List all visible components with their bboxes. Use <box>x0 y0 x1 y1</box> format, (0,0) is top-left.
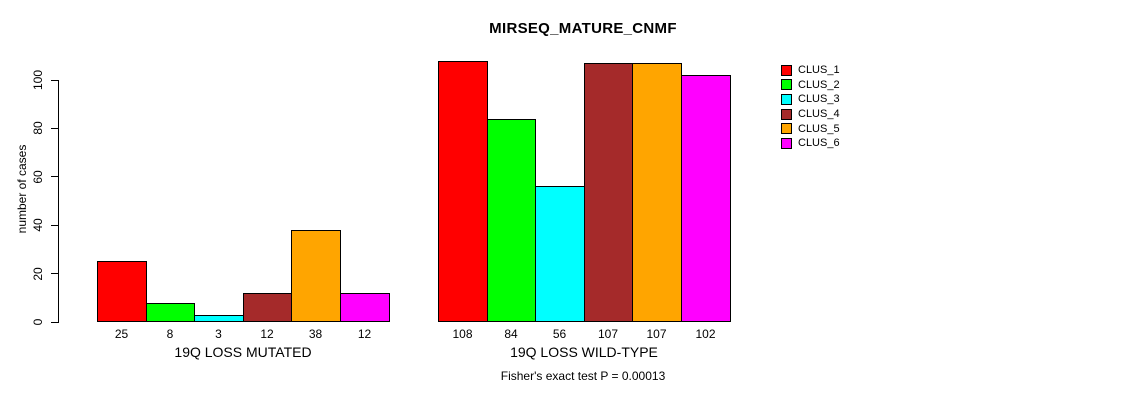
bar-clus_5 <box>291 230 341 322</box>
legend-swatch-clus_2 <box>781 79 792 91</box>
bar-clus_6 <box>681 75 731 322</box>
bar-value-label: 25 <box>114 327 129 341</box>
bar-value-label: 38 <box>308 327 323 341</box>
bar-clus_4 <box>243 293 292 322</box>
bar-value-label: 107 <box>646 327 667 341</box>
legend-item: CLUS_3 <box>781 92 840 107</box>
bar-value-label: 107 <box>597 327 619 341</box>
bar-clus_2 <box>487 119 536 322</box>
legend-item: CLUS_2 <box>781 78 840 93</box>
bar-value-label: 12 <box>357 327 372 341</box>
y-tick-mark <box>51 127 58 129</box>
legend-label: CLUS_4 <box>798 108 840 121</box>
y-axis-line <box>58 80 59 323</box>
legend-swatch-clus_4 <box>781 108 792 120</box>
chart-title: MIRSEQ_MATURE_CNMF <box>489 20 677 37</box>
bar-clus_6 <box>340 293 390 322</box>
y-axis-title: number of cases <box>15 144 29 234</box>
bar-clus_3 <box>194 315 244 322</box>
legend-item: CLUS_4 <box>781 107 840 122</box>
y-tick-mark <box>51 321 58 323</box>
legend-item: CLUS_1 <box>781 63 840 78</box>
bar-value-label: 12 <box>260 327 274 341</box>
y-tick-label: 80 <box>31 121 45 136</box>
y-tick-mark <box>51 79 58 81</box>
bar-clus_2 <box>146 303 195 322</box>
bar-value-label: 108 <box>452 327 473 341</box>
bar-value-label: 8 <box>166 327 174 341</box>
bar-clus_4 <box>584 63 633 322</box>
legend-swatch-clus_5 <box>781 123 792 135</box>
legend-label: CLUS_2 <box>798 78 840 91</box>
y-tick-label: 0 <box>31 318 45 326</box>
y-tick-mark <box>51 224 58 226</box>
legend-item: CLUS_5 <box>781 121 840 136</box>
fisher-test-annotation: Fisher's exact test P = 0.00013 <box>500 369 666 383</box>
bar-value-label: 3 <box>215 327 222 341</box>
legend-label: CLUS_3 <box>798 93 840 106</box>
legend-swatch-clus_6 <box>781 137 792 149</box>
legend-item: CLUS_6 <box>781 136 840 151</box>
legend-label: CLUS_6 <box>798 137 840 150</box>
y-tick-label: 40 <box>31 218 45 232</box>
bar-value-label: 102 <box>695 327 716 341</box>
y-tick-label: 20 <box>31 266 45 281</box>
legend-swatch-clus_3 <box>781 93 792 105</box>
legend: CLUS_1 CLUS_2 CLUS_3 CLUS_4 CLUS_5 CLUS_6 <box>781 63 840 151</box>
bar-value-label: 56 <box>552 327 567 341</box>
legend-label: CLUS_1 <box>798 64 840 77</box>
bar-value-label: 84 <box>504 327 518 341</box>
bar-clus_5 <box>632 63 682 322</box>
group-label-19q-loss-wild-type: 19Q LOSS WILD-TYPE <box>510 344 658 360</box>
bar-clus_1 <box>97 261 147 322</box>
bar-clus_3 <box>535 186 585 322</box>
y-tick-label: 60 <box>31 170 45 184</box>
y-tick-mark <box>51 176 58 178</box>
group-label-19q-loss-mutated: 19Q LOSS MUTATED <box>174 344 312 360</box>
bar-clus_1 <box>438 61 488 322</box>
y-tick-label: 100 <box>31 69 45 91</box>
legend-swatch-clus_1 <box>781 64 792 76</box>
legend-label: CLUS_5 <box>798 122 840 135</box>
y-tick-mark <box>51 273 58 275</box>
